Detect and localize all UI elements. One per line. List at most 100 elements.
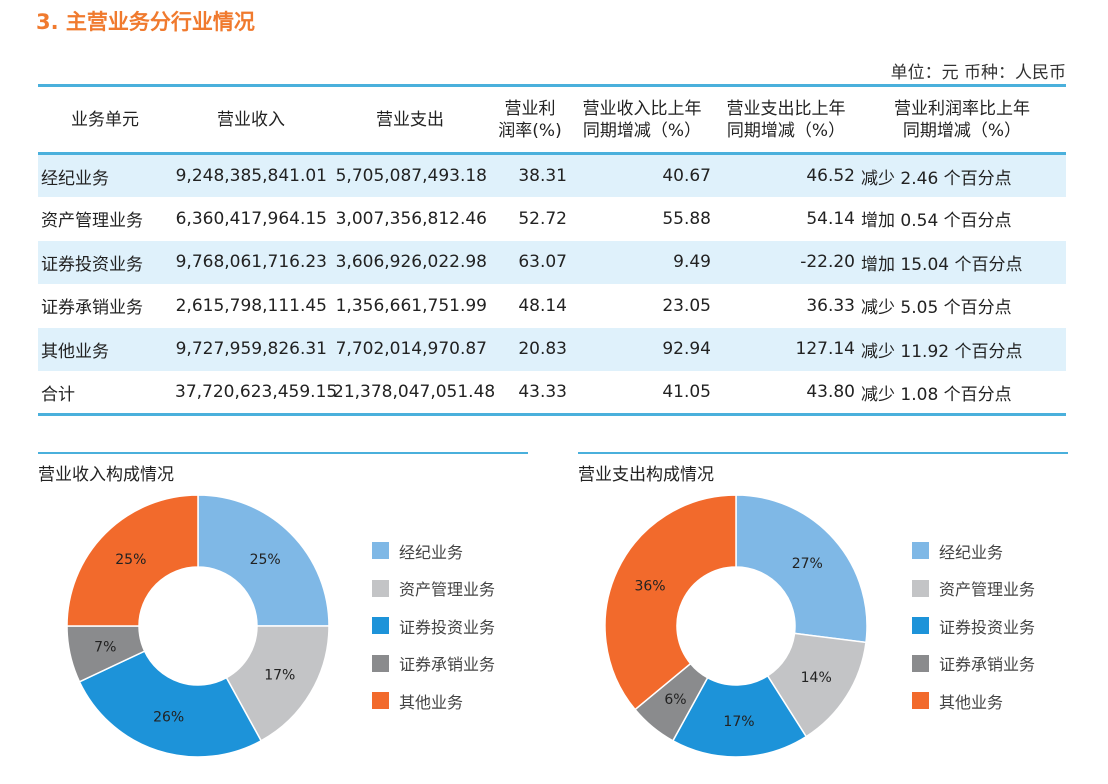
cell-expense: 3,606,926,022.98 — [330, 240, 490, 284]
revenue-legend-swatch — [372, 579, 389, 597]
expense-slice-label-4: 6% — [664, 692, 686, 708]
revenue-slice-label-3: 26% — [153, 709, 184, 725]
cell-unit: 资产管理业务 — [41, 211, 143, 232]
header-revenue: 营业收入 — [172, 84, 330, 155]
cell-margin: 52.72 — [518, 208, 567, 229]
revenue-section: 营业收入构成情况 — [38, 452, 528, 485]
header-unit: 业务单元 — [38, 84, 172, 155]
cell-expense: 1,356,661,751.99 — [335, 295, 487, 316]
revenue-legend-swatch — [372, 617, 389, 635]
header-margin: 营业利 润率(%) — [490, 84, 570, 155]
cell-revenue: 2,615,798,111.45 — [175, 295, 327, 316]
cell-unit: 经纪业务 — [38, 153, 172, 197]
cell-unit: 合计 — [38, 371, 172, 416]
revenue-legend-label: 经纪业务 — [399, 542, 464, 562]
expense-slice-label-1: 27% — [792, 556, 823, 572]
expense-slice-5 — [604, 494, 737, 711]
expense-chart-title: 营业支出构成情况 — [578, 465, 714, 485]
expense-section: 营业支出构成情况 — [578, 452, 1068, 485]
expense-donut-chart: 27% 14% 17% 6% 36% — [604, 494, 868, 758]
cell-revenue: 9,727,959,826.31 — [172, 327, 330, 371]
cell-margin-change: 减少 11.92 个百分点 — [858, 327, 1066, 371]
cell-revenue: 9,248,385,841.01 — [172, 153, 330, 197]
revenue-slice-1 — [197, 494, 330, 627]
cell-margin: 43.33 — [490, 371, 570, 416]
revenue-legend-label: 资产管理业务 — [399, 580, 496, 600]
cell-expense-change: 54.14 — [806, 208, 855, 229]
cell-revenue-change: 23.05 — [662, 295, 711, 316]
expense-legend-item: 其他业务 — [912, 682, 1035, 720]
cell-expense-change: 46.52 — [714, 153, 858, 197]
expense-legend-swatch — [912, 542, 929, 560]
revenue-chart-title: 营业收入构成情况 — [38, 465, 174, 485]
revenue-legend-swatch — [372, 542, 389, 560]
cell-revenue: 37,720,623,459.15 — [172, 371, 337, 416]
cell-margin-change: 减少 5.05 个百分点 — [861, 298, 1012, 319]
revenue-legend-swatch — [372, 692, 389, 710]
revenue-legend: 经纪业务 资产管理业务 证券投资业务 证券承销业务 其他业务 — [372, 532, 495, 720]
cell-revenue: 6,360,417,964.15 — [175, 208, 327, 229]
cell-margin-change: 增加 15.04 个百分点 — [858, 240, 1066, 284]
expense-legend-swatch — [912, 579, 929, 597]
cell-margin-change: 减少 1.08 个百分点 — [858, 371, 1066, 416]
revenue-slice-label-1: 25% — [250, 552, 281, 568]
expense-legend-swatch — [912, 617, 929, 635]
expense-legend-item: 证券投资业务 — [912, 607, 1035, 645]
expense-slice-label-5: 36% — [634, 579, 665, 595]
page-title: 3. 主营业务分行业情况 — [36, 10, 255, 34]
table-row: 证券承销业务 2,615,798,111.45 1,356,661,751.99 48… — [38, 284, 1066, 328]
expense-legend-item: 经纪业务 — [912, 532, 1035, 570]
revenue-legend-label: 证券投资业务 — [399, 617, 496, 637]
revenue-slice-label-4: 7% — [94, 640, 116, 656]
expense-legend-item: 证券承销业务 — [912, 645, 1035, 683]
revenue-legend-item: 其他业务 — [372, 682, 495, 720]
cell-expense: 3,007,356,812.46 — [335, 208, 487, 229]
cell-expense-change: -22.20 — [714, 240, 858, 284]
table-header-row: 业务单元 营业收入 营业支出 营业利 润率(%) 营业收入比上年 同期增减（%） 营业支出比上… — [38, 84, 1066, 155]
cell-revenue-change: 92.94 — [570, 327, 714, 371]
cell-expense: 21,378,047,051.48 — [330, 371, 495, 416]
revenue-legend-swatch — [372, 654, 389, 672]
revenue-legend-label: 其他业务 — [399, 692, 464, 712]
revenue-slice-3 — [78, 650, 263, 758]
header-margin-change: 营业利润率比上年 同期增减（%） — [858, 84, 1066, 155]
table-row: 证券投资业务 9,768,061,716.23 3,606,926,022.98 63… — [38, 240, 1066, 284]
cell-margin: 63.07 — [490, 240, 570, 284]
revenue-slice-2 — [225, 625, 330, 742]
cell-revenue-change: 55.88 — [662, 208, 711, 229]
table-row: 资产管理业务 6,360,417,964.15 3,007,356,812.46 52… — [38, 197, 1066, 241]
revenue-legend-item: 证券投资业务 — [372, 607, 495, 645]
cell-margin-change: 增加 0.54 个百分点 — [861, 211, 1012, 232]
cell-expense: 7,702,014,970.87 — [330, 327, 490, 371]
revenue-legend-item: 经纪业务 — [372, 532, 495, 570]
cell-unit: 证券投资业务 — [38, 240, 172, 284]
cell-revenue-change: 40.67 — [570, 153, 714, 197]
expense-legend-item: 资产管理业务 — [912, 570, 1035, 608]
cell-unit: 其他业务 — [38, 327, 172, 371]
cell-margin-change: 减少 2.46 个百分点 — [858, 153, 1066, 197]
cell-expense-change: 127.14 — [714, 327, 858, 371]
cell-expense-change: 43.80 — [714, 371, 858, 416]
expense-slice-3 — [671, 674, 808, 758]
expense-legend-swatch — [912, 692, 929, 710]
expense-legend: 经纪业务资产管理业务 证券投资业务 证券承销业务 其他业务 — [912, 532, 1035, 720]
expense-legend-label: 证券投资业务 — [939, 617, 1036, 637]
expense-legend-label: 资产管理业务 — [939, 580, 1036, 600]
revenue-slice-label-5: 25% — [115, 552, 146, 568]
expense-slice-label-2: 14% — [801, 670, 832, 686]
expense-legend-label: 证券承销业务 — [939, 655, 1036, 675]
table-row: 合计 37,720,623,459.15 21,378,047,051.48 43.3… — [38, 371, 1066, 416]
business-table: 业务单元 营业收入 营业支出 营业利 润率(%) 营业收入比上年 同期增减（%） 营业支出比上… — [38, 84, 1066, 416]
expense-legend-label: 经纪业务 — [939, 542, 1004, 562]
unit-note: 单位：元 币种：人民币 — [890, 63, 1066, 83]
cell-margin: 20.83 — [490, 327, 570, 371]
revenue-slice-label-2: 17% — [264, 667, 295, 683]
cell-expense-change: 36.33 — [806, 295, 855, 316]
table-body: 经纪业务 9,248,385,841.01 5,705,087,493.18 38.3… — [38, 153, 1066, 416]
cell-margin: 38.31 — [490, 153, 570, 197]
expense-legend-label: 其他业务 — [939, 692, 1004, 712]
cell-unit: 证券承销业务 — [41, 298, 143, 319]
expense-slice-1 — [735, 494, 868, 644]
expense-slice-label-3: 17% — [723, 714, 754, 730]
table-row: 经纪业务 9,248,385,841.01 5,705,087,493.18 38.3… — [38, 153, 1066, 197]
